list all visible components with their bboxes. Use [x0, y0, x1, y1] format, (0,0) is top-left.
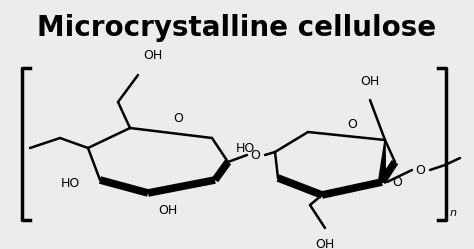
Text: OH: OH [315, 238, 335, 249]
Text: OH: OH [360, 75, 380, 88]
Text: O: O [392, 176, 402, 188]
Text: O: O [347, 118, 357, 130]
Text: OH: OH [158, 203, 178, 216]
Text: O: O [250, 148, 260, 162]
Text: HO: HO [236, 141, 255, 154]
Text: O: O [173, 112, 183, 124]
Text: HO: HO [60, 177, 80, 189]
Text: n: n [450, 208, 457, 218]
Text: OH: OH [143, 49, 162, 62]
Polygon shape [379, 140, 385, 182]
Text: Microcrystalline cellulose: Microcrystalline cellulose [37, 14, 437, 42]
Text: O: O [415, 164, 425, 177]
